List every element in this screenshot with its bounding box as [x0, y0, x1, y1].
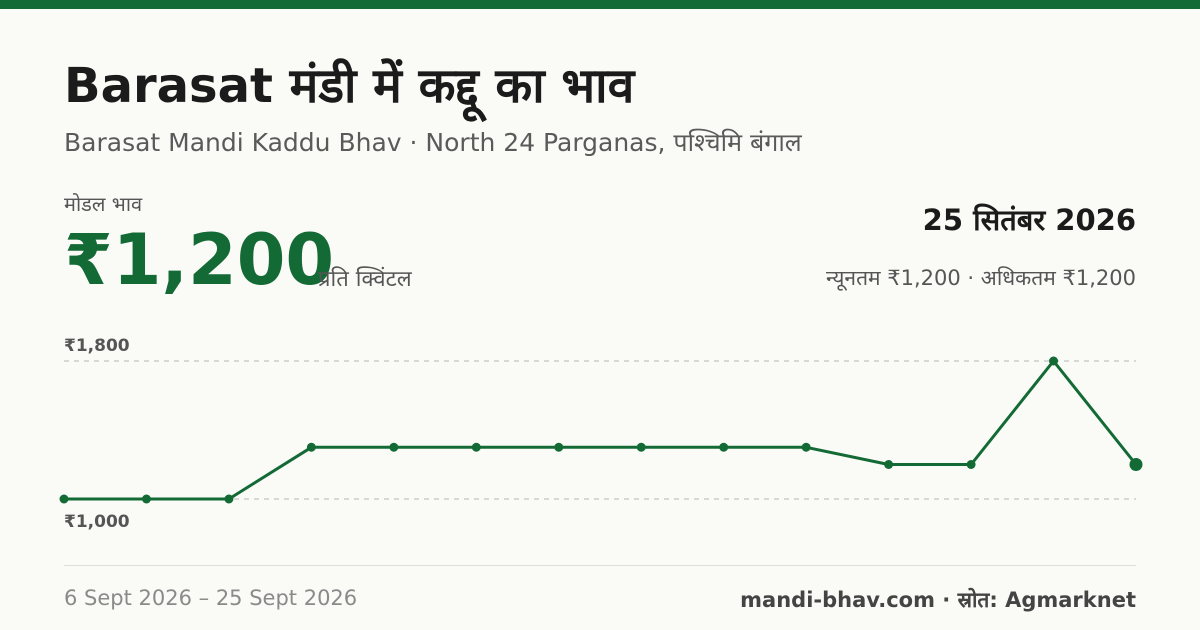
- y-tick-label: ₹1,800: [64, 336, 130, 356]
- data-point: [1049, 356, 1059, 366]
- price-trend-chart: ₹1,800 ₹1,000: [59, 336, 1143, 532]
- data-point: [224, 494, 234, 504]
- latest-data-point: [1129, 458, 1143, 471]
- data-point: [471, 442, 481, 452]
- data-point: [966, 460, 976, 469]
- top-accent-bar: [0, 0, 1200, 9]
- footer-divider: [64, 565, 1136, 566]
- data-point: [719, 442, 729, 452]
- data-point: [141, 494, 151, 504]
- data-point: [554, 442, 564, 452]
- price-date: 25 सितंबर 2026: [922, 203, 1136, 237]
- data-point: [801, 442, 811, 452]
- data-point: [59, 494, 69, 504]
- data-point: [884, 460, 894, 469]
- date-range: 6 Sept 2026 – 25 Sept 2026: [64, 586, 358, 610]
- page-title: Barasat मंडी में कद्दू का भाव: [64, 58, 635, 114]
- modal-price-label: मोडल भाव: [64, 192, 143, 216]
- data-point: [636, 442, 646, 452]
- data-point: [306, 442, 316, 452]
- data-point: [389, 442, 399, 452]
- source-credit: mandi-bhav.com · स्रोत: Agmarknet: [740, 588, 1136, 612]
- modal-price-value: ₹1,200: [64, 219, 335, 301]
- price-unit: प्रति क्विंटल: [318, 267, 412, 292]
- page-subtitle: Barasat Mandi Kaddu Bhav · North 24 Parg…: [64, 128, 802, 157]
- series-line: [62, 359, 1138, 501]
- min-max-range: न्यूनतम ₹1,200 · अधिकतम ₹1,200: [826, 266, 1136, 290]
- y-tick-label: ₹1,000: [64, 512, 130, 532]
